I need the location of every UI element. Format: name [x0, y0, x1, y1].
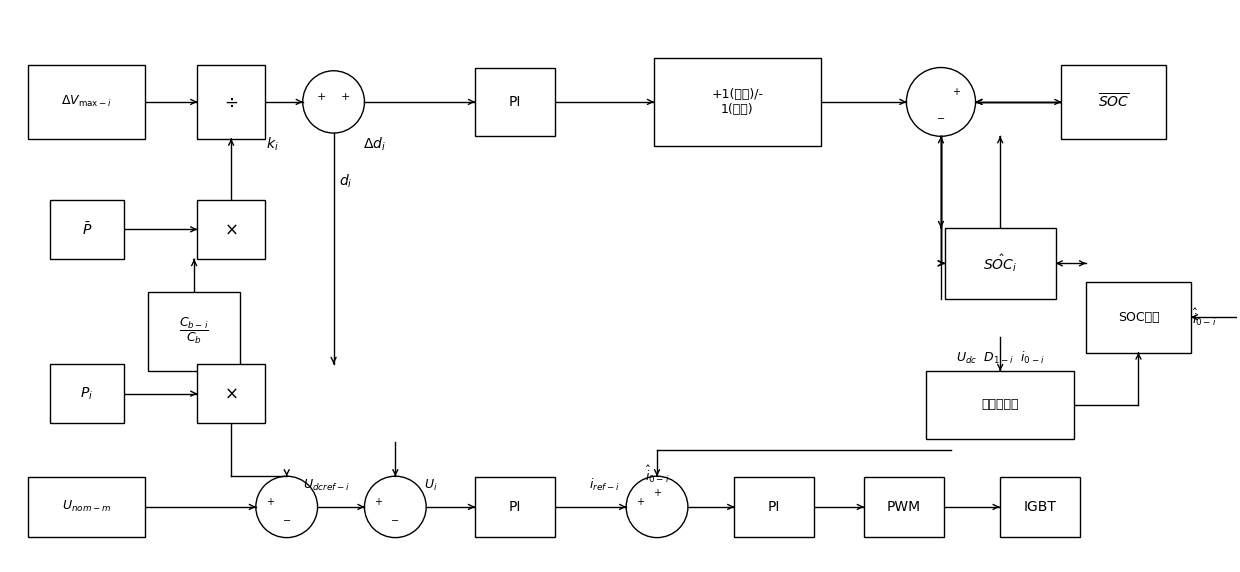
Text: $\hat{i}_{0-i}$: $\hat{i}_{0-i}$: [645, 464, 670, 486]
FancyBboxPatch shape: [197, 364, 265, 423]
Text: $\hat{SOC}_i$: $\hat{SOC}_i$: [983, 252, 1017, 274]
FancyBboxPatch shape: [945, 228, 1055, 299]
FancyBboxPatch shape: [1086, 282, 1190, 352]
Text: −: −: [283, 516, 290, 526]
FancyBboxPatch shape: [475, 68, 556, 136]
Text: −: −: [937, 114, 945, 124]
Text: $\dfrac{C_{b-i}}{C_b}$: $\dfrac{C_{b-i}}{C_b}$: [180, 316, 210, 347]
Text: $\Delta d_i$: $\Delta d_i$: [363, 136, 386, 153]
FancyBboxPatch shape: [864, 477, 944, 537]
FancyBboxPatch shape: [29, 477, 145, 537]
Text: $U_{nom-m}$: $U_{nom-m}$: [62, 499, 112, 514]
Text: $k_i$: $k_i$: [265, 136, 279, 153]
FancyBboxPatch shape: [50, 364, 124, 423]
FancyBboxPatch shape: [734, 477, 815, 537]
FancyBboxPatch shape: [148, 292, 241, 371]
Text: $\div$: $\div$: [224, 93, 238, 111]
FancyBboxPatch shape: [926, 371, 1074, 439]
FancyBboxPatch shape: [29, 65, 145, 139]
Text: $\overline{SOC}$: $\overline{SOC}$: [1099, 93, 1130, 111]
Text: PWM: PWM: [887, 500, 921, 514]
Text: −: −: [392, 516, 399, 526]
Text: +: +: [374, 497, 382, 507]
Text: PI: PI: [508, 500, 521, 514]
Text: $\times$: $\times$: [224, 220, 238, 239]
Text: +1(充电)/-
1(放电): +1(充电)/- 1(放电): [712, 88, 764, 116]
Text: $\Delta V_{\mathrm{max}-i}$: $\Delta V_{\mathrm{max}-i}$: [61, 94, 113, 109]
Text: IGBT: IGBT: [1023, 500, 1056, 514]
FancyBboxPatch shape: [999, 477, 1080, 537]
Text: 电流估算器: 电流估算器: [981, 399, 1019, 411]
Text: +: +: [341, 92, 350, 102]
Text: $\times$: $\times$: [224, 384, 238, 403]
FancyBboxPatch shape: [1061, 65, 1167, 139]
Text: +: +: [636, 497, 644, 507]
Text: $d_i$: $d_i$: [339, 173, 352, 190]
Text: +: +: [317, 92, 326, 102]
Text: $P_i$: $P_i$: [81, 386, 93, 402]
Text: +: +: [265, 497, 274, 507]
Text: $U_{dc}$  $D_{1-i}$  $i_{0-i}$: $U_{dc}$ $D_{1-i}$ $i_{0-i}$: [956, 350, 1044, 367]
Text: +: +: [952, 86, 961, 97]
Text: $\bar{P}$: $\bar{P}$: [82, 221, 92, 238]
FancyBboxPatch shape: [197, 200, 265, 259]
FancyBboxPatch shape: [50, 200, 124, 259]
Text: $i_{ref-i}$: $i_{ref-i}$: [589, 476, 620, 492]
Text: $U_i$: $U_i$: [424, 478, 438, 492]
Text: PI: PI: [508, 95, 521, 109]
Text: $U_{dcref-i}$: $U_{dcref-i}$: [303, 478, 350, 492]
Text: PI: PI: [768, 500, 780, 514]
FancyBboxPatch shape: [197, 65, 265, 139]
Text: SOC估算: SOC估算: [1117, 311, 1159, 324]
FancyBboxPatch shape: [475, 477, 556, 537]
Text: +: +: [653, 488, 661, 498]
FancyBboxPatch shape: [653, 58, 821, 146]
Text: $\hat{i}_{0-i}$: $\hat{i}_{0-i}$: [1192, 307, 1216, 328]
